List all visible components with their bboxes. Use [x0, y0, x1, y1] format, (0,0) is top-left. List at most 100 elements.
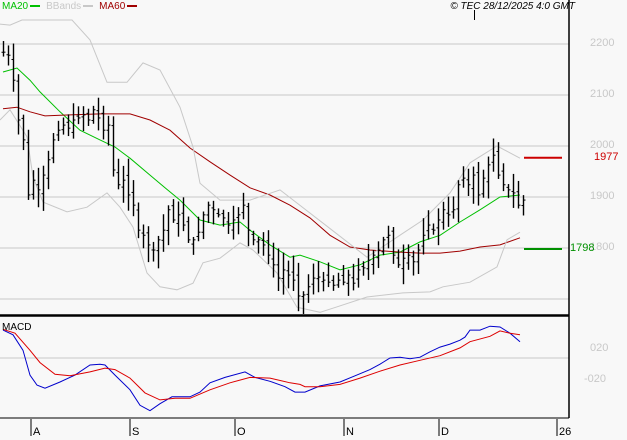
ohlc-bar — [416, 243, 421, 275]
x-tick-label: O — [237, 426, 246, 438]
ohlc-bar — [91, 105, 96, 124]
ohlc-bar — [506, 184, 511, 198]
ohlc-bar — [366, 244, 371, 280]
ohlc-bar — [236, 207, 241, 235]
ohlc-bar — [286, 260, 291, 289]
ohlc-bar — [206, 201, 211, 223]
ohlc-bar — [516, 180, 521, 209]
macd-title: MACD — [2, 322, 32, 333]
ohlc-bar — [16, 74, 21, 135]
ohlc-bar — [401, 244, 406, 285]
ohlc-bar — [521, 195, 526, 216]
y-tick-label: 2100 — [590, 88, 615, 100]
x-tick-label: 26 — [559, 426, 572, 438]
ma20-line — [2, 67, 521, 271]
ohlc-bar — [61, 117, 66, 135]
ohlc-bar — [296, 262, 301, 312]
ohlc-bar — [66, 114, 71, 137]
ohlc-bar — [356, 258, 361, 288]
ohlc-bar — [96, 97, 101, 131]
x-tick-label: N — [346, 426, 354, 438]
ohlc-bar — [31, 170, 36, 200]
ohlc-bar — [156, 235, 161, 269]
ohlc-bar — [496, 142, 501, 179]
ohlc-bar — [291, 255, 296, 292]
ohlc-bar — [371, 250, 376, 275]
ohlc-bar — [481, 169, 486, 198]
ohlc-bar — [86, 108, 91, 126]
ohlc-bar — [376, 241, 381, 269]
ohlc-bar — [276, 248, 281, 292]
ohlc-bar — [196, 216, 201, 242]
ohlc-bar — [251, 230, 256, 246]
ohlc-bar — [146, 226, 151, 263]
ohlc-bar — [361, 261, 366, 276]
macd-y-tick-label: -020 — [584, 373, 607, 385]
ohlc-bar — [216, 208, 221, 218]
ohlc-bar — [21, 114, 26, 151]
ohlc-bar — [456, 180, 461, 223]
ohlc-bar — [126, 158, 131, 211]
x-tick-label: S — [132, 426, 140, 438]
ohlc-bar — [1, 41, 6, 57]
ohlc-bar — [81, 106, 86, 132]
ohlc-bar — [136, 202, 141, 239]
macd-y-tick-label: 020 — [590, 342, 609, 354]
copyright-timestamp: © TEC 28/12/2025 4:0 GMT — [450, 1, 575, 12]
x-axis-ticks — [30, 419, 558, 436]
ohlc-bar — [256, 236, 261, 254]
ohlc-bar — [321, 271, 326, 292]
ohlc-bar — [501, 163, 506, 192]
ohlc-bar — [116, 158, 121, 190]
ohlc-bar — [461, 166, 466, 188]
ohlc-bar — [301, 291, 306, 314]
ohlc-bar — [471, 166, 476, 204]
bbands-upper-line — [0, 19, 521, 258]
ohlc-bar — [326, 262, 331, 288]
ohlc-bar — [511, 173, 516, 208]
legend-bbands: BBands — [46, 1, 94, 12]
ohlc-bar — [431, 223, 436, 235]
ohlc-bar — [426, 210, 431, 240]
ohlc-bar — [271, 242, 276, 278]
ohlc-bar — [111, 116, 116, 177]
ohlc-bar — [411, 250, 416, 276]
ohlc-bar — [421, 218, 426, 255]
ohlc-bar — [336, 272, 341, 288]
ohlc-bar — [346, 269, 351, 296]
ohlc-bar — [191, 236, 196, 255]
ohlc-bar — [386, 225, 391, 249]
ohlc-bar — [406, 244, 411, 270]
ohlc-bar — [441, 201, 446, 230]
ohlc-bar — [46, 150, 51, 190]
ohlc-bar — [436, 208, 441, 246]
ohlc-bar — [121, 165, 126, 203]
ohlc-bar — [151, 241, 156, 262]
ohlc-bar — [141, 224, 146, 249]
ohlc-bar — [241, 192, 246, 220]
ohlc-bar — [331, 275, 336, 291]
legend-ma20: MA20 — [2, 1, 41, 12]
ohlc-bar — [451, 196, 456, 219]
ohlc-bar — [351, 263, 356, 291]
ohlc-bar — [306, 274, 311, 303]
y-tick-label: 1800 — [590, 241, 615, 253]
ohlc-bar — [161, 214, 166, 252]
level-label: 1798 — [570, 242, 595, 255]
ohlc-bar — [476, 161, 481, 206]
ohlc-bar — [71, 103, 76, 139]
chart-frame — [0, 0, 570, 419]
ohlc-bar — [311, 263, 316, 295]
indicator-lines — [0, 19, 521, 313]
ohlc-bar — [56, 120, 61, 142]
macd-line — [2, 325, 521, 412]
ohlc-bar — [76, 106, 81, 125]
ohlc-bar — [166, 205, 171, 246]
ohlc-bar — [281, 252, 286, 295]
ohlc-bar — [231, 205, 236, 240]
ohlc-bar — [171, 199, 176, 223]
gridlines — [0, 43, 569, 359]
ohlc-bar — [466, 168, 471, 196]
ohlc-bar — [261, 232, 266, 256]
